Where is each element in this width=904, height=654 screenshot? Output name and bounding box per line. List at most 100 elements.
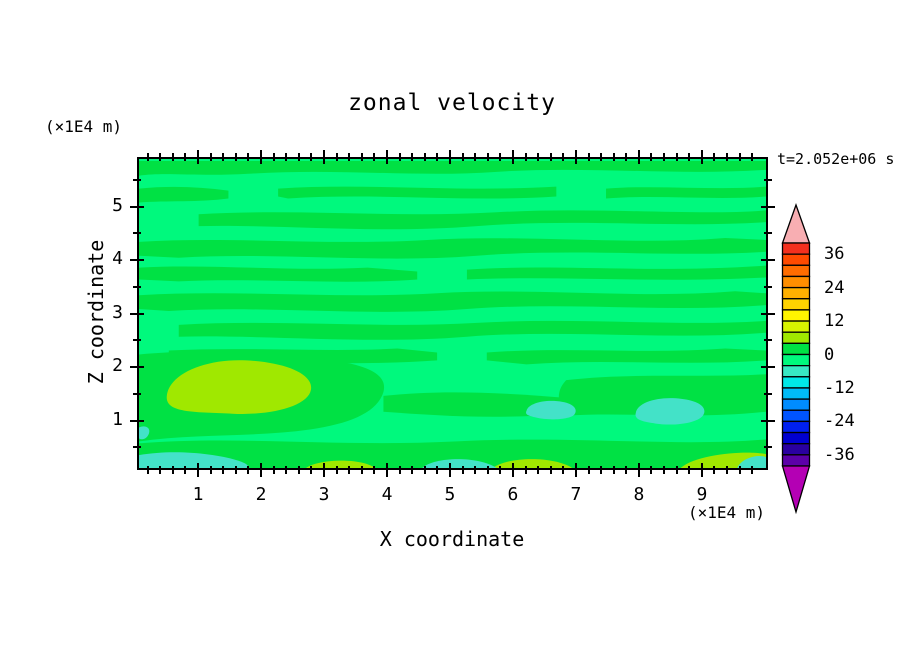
contour-field <box>139 159 766 468</box>
x-minor-tick <box>159 466 162 474</box>
colorbar-segment <box>781 420 811 434</box>
z-minor-tick <box>764 285 772 288</box>
x-minor-tick <box>650 153 653 161</box>
colorbar-tick-label: -24 <box>824 411 855 432</box>
x-minor-tick <box>486 153 489 161</box>
x-minor-tick <box>726 466 729 474</box>
x-minor-tick <box>159 153 162 161</box>
colorbar-tick-label: -36 <box>824 444 855 465</box>
colorbar-segment <box>781 275 811 289</box>
x-minor-tick <box>360 153 363 161</box>
x-major-tick <box>574 150 577 164</box>
x-minor-tick <box>373 153 376 161</box>
z-major-tick <box>130 259 144 262</box>
z-major-tick <box>130 366 144 369</box>
x-tick-label: 6 <box>507 484 519 505</box>
x-minor-tick <box>209 153 212 161</box>
colorbar-segment <box>781 376 811 389</box>
z-minor-tick <box>133 392 141 395</box>
x-major-tick <box>197 150 200 164</box>
colorbar-segment <box>781 353 811 367</box>
x-minor-tick <box>612 466 615 474</box>
colorbar-tick-label: 12 <box>824 311 845 332</box>
x-minor-tick <box>726 153 729 161</box>
x-minor-tick <box>461 466 464 474</box>
z-minor-tick <box>764 232 772 235</box>
x-minor-tick <box>537 153 540 161</box>
x-tick-label: 7 <box>570 484 582 505</box>
colorbar-tick-label: 36 <box>824 244 845 265</box>
field-cyan-patches <box>139 398 766 468</box>
x-major-tick <box>574 463 577 477</box>
z-major-tick <box>761 419 775 422</box>
x-minor-tick <box>663 153 666 161</box>
x-minor-tick <box>146 153 149 161</box>
z-major-tick <box>761 259 775 262</box>
x-minor-tick <box>524 466 527 474</box>
x-minor-tick <box>272 153 275 161</box>
x-minor-tick <box>285 466 288 474</box>
colorbar-over-triangle <box>781 203 811 244</box>
x-minor-tick <box>247 466 250 474</box>
x-minor-tick <box>335 153 338 161</box>
z-minor-tick <box>764 392 772 395</box>
x-minor-tick <box>562 466 565 474</box>
x-minor-tick <box>423 153 426 161</box>
z-major-tick <box>130 419 144 422</box>
z-minor-tick <box>133 178 141 181</box>
x-minor-tick <box>738 466 741 474</box>
z-minor-tick <box>133 339 141 342</box>
x-minor-tick <box>171 153 174 161</box>
z-major-tick <box>761 366 775 369</box>
x-minor-tick <box>222 466 225 474</box>
x-tick-label: 9 <box>696 484 708 505</box>
z-minor-tick <box>764 178 772 181</box>
colorbar-segment <box>781 242 811 255</box>
x-major-tick <box>386 150 388 164</box>
x-minor-tick <box>297 466 300 474</box>
z-axis-unit-label: (×1E4 m) <box>45 117 123 136</box>
x-minor-tick <box>587 153 590 161</box>
colorbar-segment <box>781 309 811 322</box>
x-major-tick <box>511 150 514 164</box>
colorbar-segment <box>781 409 811 423</box>
x-minor-tick <box>398 466 401 474</box>
x-minor-tick <box>562 153 565 161</box>
x-minor-tick <box>474 466 477 474</box>
colorbar-tick-label: -12 <box>824 378 855 398</box>
x-minor-tick <box>234 466 237 474</box>
x-minor-tick <box>751 153 754 161</box>
x-major-tick <box>197 463 200 477</box>
colorbar-segment <box>781 298 811 311</box>
z-tick-label: 5 <box>112 194 123 216</box>
x-minor-tick <box>184 466 187 474</box>
x-major-tick <box>323 463 326 477</box>
colorbar-segment <box>781 342 811 356</box>
x-minor-tick <box>751 466 754 474</box>
colorbar <box>781 203 811 515</box>
x-minor-tick <box>348 466 351 474</box>
x-minor-tick <box>650 466 653 474</box>
colorbar-segment <box>781 331 811 344</box>
x-major-tick <box>637 463 640 477</box>
x-minor-tick <box>474 153 477 161</box>
x-minor-tick <box>272 466 275 474</box>
x-minor-tick <box>411 466 414 474</box>
x-minor-tick <box>587 466 590 474</box>
x-minor-tick <box>600 466 603 474</box>
x-minor-tick <box>310 466 313 474</box>
x-major-tick <box>260 463 263 477</box>
colorbar-tick-label: 24 <box>824 277 845 298</box>
x-major-tick <box>260 150 263 164</box>
x-tick-label: 2 <box>255 484 267 505</box>
x-minor-tick <box>461 153 464 161</box>
x-minor-tick <box>398 153 401 161</box>
z-tick-label: 4 <box>112 248 123 270</box>
x-minor-tick <box>612 153 615 161</box>
x-minor-tick <box>499 153 502 161</box>
colorbar-tick-label: 0 <box>824 344 835 365</box>
z-minor-tick <box>133 232 141 235</box>
x-minor-tick <box>600 153 603 161</box>
colorbar-segment <box>781 398 811 411</box>
x-minor-tick <box>436 466 439 474</box>
